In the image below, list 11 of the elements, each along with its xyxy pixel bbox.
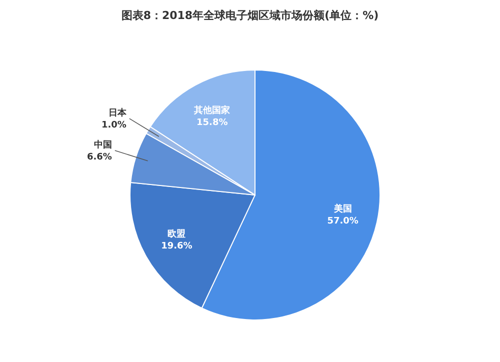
data-label: 15.8%: [196, 118, 228, 128]
data-label: 19.6%: [161, 241, 192, 252]
slice-label: 其他国家: [193, 104, 230, 116]
slice-label: 日本: [108, 108, 128, 119]
chart-title: 图表8：2018年全球电子烟区域市场份额(单位：%): [120, 8, 380, 23]
slice-label: 美国: [332, 204, 352, 215]
data-label: 6.6%: [86, 152, 112, 162]
data-label: 57.0%: [327, 216, 358, 227]
slice-label: 欧盟: [168, 228, 186, 240]
slice-label: 中国: [94, 139, 112, 150]
data-label: 1.0%: [101, 120, 126, 131]
